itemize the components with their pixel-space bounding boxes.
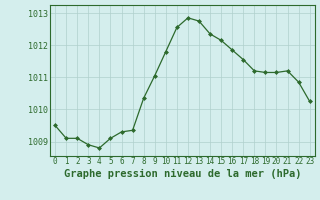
X-axis label: Graphe pression niveau de la mer (hPa): Graphe pression niveau de la mer (hPa): [64, 169, 301, 179]
